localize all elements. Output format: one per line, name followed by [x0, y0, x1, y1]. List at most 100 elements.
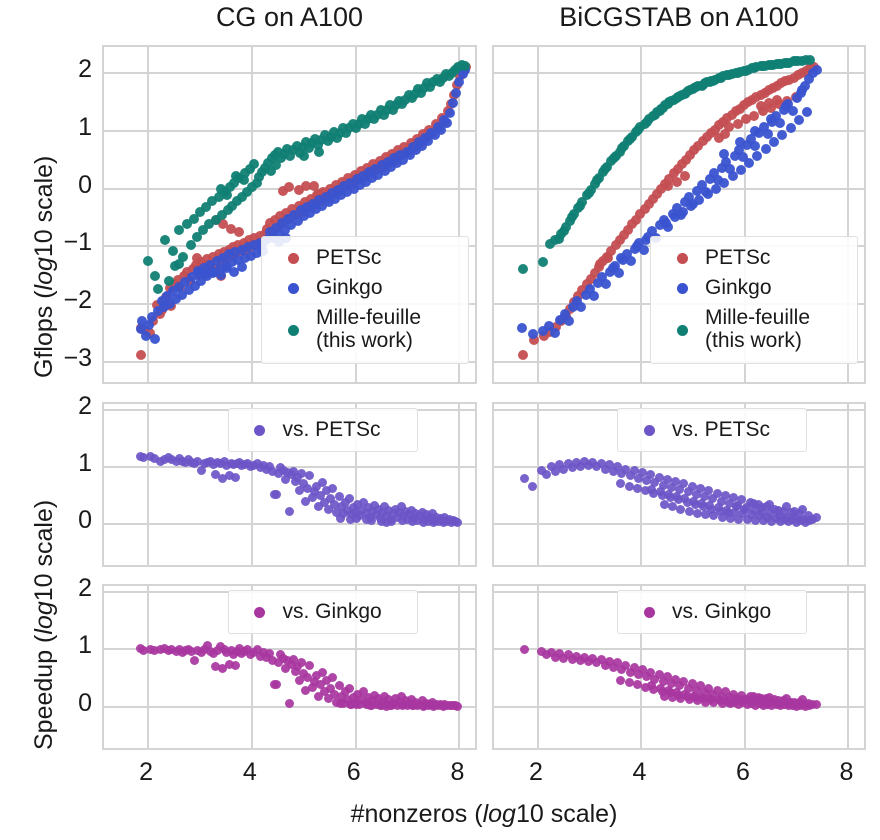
- data-point: [342, 186, 353, 197]
- data-point: [230, 247, 241, 258]
- data-point: [299, 668, 309, 678]
- data-point: [359, 497, 369, 507]
- data-point: [717, 512, 727, 522]
- data-point: [782, 57, 793, 68]
- data-point: [214, 264, 225, 275]
- gridline-vertical: [743, 586, 746, 748]
- data-point: [377, 700, 387, 710]
- legend-label: vs. Ginkgo: [282, 599, 382, 623]
- data-point: [768, 137, 779, 148]
- data-point: [392, 158, 403, 169]
- data-point: [439, 518, 449, 528]
- data-point: [213, 191, 224, 202]
- data-point: [658, 676, 668, 686]
- data-point: [191, 232, 202, 243]
- data-point: [693, 140, 704, 151]
- data-point: [675, 681, 685, 691]
- data-point: [192, 252, 203, 263]
- data-point: [689, 145, 700, 156]
- legend-entry: Mille-feuille (this work): [270, 303, 458, 357]
- legend-marker-cell: [270, 324, 316, 336]
- legend-entry: vs. PETSc: [237, 415, 407, 445]
- data-point: [232, 196, 243, 207]
- data-point: [218, 473, 228, 483]
- gridline-vertical: [250, 586, 253, 748]
- data-point: [272, 680, 282, 690]
- x-tick-label: 6: [736, 758, 750, 786]
- data-point: [215, 270, 226, 281]
- data-point: [805, 55, 816, 66]
- data-point: [333, 184, 343, 195]
- data-point: [429, 130, 440, 141]
- data-point: [765, 692, 775, 702]
- data-point: [241, 186, 252, 197]
- data-point: [276, 218, 287, 229]
- data-point: [408, 517, 418, 527]
- data-point: [671, 93, 682, 104]
- data-point: [348, 183, 359, 194]
- data-point: [520, 473, 530, 483]
- data-point: [202, 641, 212, 651]
- data-point: [642, 672, 652, 682]
- gridline-vertical: [147, 586, 150, 748]
- data-point: [159, 235, 170, 246]
- data-point: [536, 465, 546, 475]
- data-point: [379, 166, 390, 177]
- data-point: [692, 509, 702, 519]
- data-point: [221, 190, 232, 201]
- data-point: [284, 698, 294, 708]
- data-point: [297, 469, 307, 479]
- data-point: [252, 458, 262, 468]
- data-point: [288, 466, 298, 476]
- data-point: [750, 515, 760, 525]
- data-point: [734, 699, 744, 709]
- data-point: [589, 267, 600, 278]
- data-point: [373, 169, 384, 180]
- data-point: [654, 669, 664, 679]
- data-point: [567, 212, 578, 223]
- data-point: [254, 230, 265, 241]
- data-point: [345, 177, 356, 188]
- data-point: [264, 227, 275, 238]
- data-point: [714, 132, 725, 143]
- data-point: [633, 669, 643, 679]
- data-point: [320, 687, 330, 697]
- data-point: [643, 198, 654, 209]
- data-point: [742, 514, 752, 524]
- gridline-vertical: [250, 404, 253, 565]
- x-tick-label: 2: [139, 758, 154, 786]
- data-point: [757, 106, 768, 117]
- data-point: [254, 171, 265, 182]
- data-point: [696, 180, 707, 191]
- data-point: [207, 196, 218, 207]
- column-title-right: BiCGSTAB on A100: [559, 2, 799, 32]
- data-point: [174, 281, 185, 292]
- data-point: [641, 116, 652, 127]
- data-point: [676, 159, 687, 170]
- legend-marker-dot-icon: [676, 252, 688, 264]
- data-point: [683, 487, 693, 497]
- data-point: [445, 108, 456, 119]
- data-point: [217, 252, 228, 263]
- gridline-vertical: [458, 404, 461, 565]
- x-tick-label: 8: [450, 758, 465, 786]
- data-point: [632, 483, 642, 493]
- data-point: [750, 140, 761, 151]
- data-point: [771, 110, 782, 121]
- legend-label: vs. PETSc: [672, 417, 771, 441]
- y-tick-label: −2: [63, 286, 92, 315]
- data-point: [687, 679, 697, 689]
- data-point: [709, 124, 720, 135]
- data-point: [342, 695, 352, 705]
- legend-bicgstab-speedup-ginkgo: vs. Ginkgo: [617, 590, 807, 634]
- data-point: [680, 154, 691, 165]
- data-point: [322, 675, 332, 685]
- data-point: [701, 697, 711, 707]
- data-point: [733, 145, 744, 156]
- legend-marker-cell: [659, 252, 705, 264]
- legend-entry: vs. PETSc: [626, 415, 796, 445]
- data-point: [550, 322, 561, 333]
- column-title-left: CG on A100: [215, 2, 364, 32]
- data-point: [773, 696, 783, 706]
- data-point: [342, 505, 352, 515]
